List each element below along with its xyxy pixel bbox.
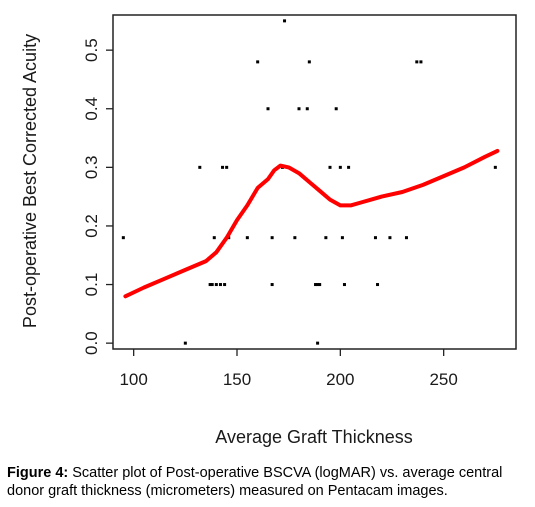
plot-frame <box>112 14 517 350</box>
data-point <box>307 60 311 64</box>
data-point <box>256 60 260 64</box>
y-tick-label: 0.4 <box>82 97 101 121</box>
data-point <box>221 165 225 169</box>
x-tick-label: 150 <box>223 370 251 389</box>
data-point <box>266 107 270 111</box>
data-point <box>245 236 249 240</box>
data-point <box>183 341 187 345</box>
smooth-curve <box>123 148 500 299</box>
data-point <box>388 236 392 240</box>
y-tick-label: 0.3 <box>82 156 101 180</box>
data-point <box>305 107 309 111</box>
data-point <box>318 283 322 287</box>
data-point <box>283 19 287 23</box>
caption-label: Figure 4: <box>7 465 69 481</box>
y-tick-label: 0.5 <box>82 38 101 62</box>
figure-caption: Figure 4: Scatter plot of Post-operative… <box>7 464 533 500</box>
x-tick-label: 100 <box>119 370 147 389</box>
y-axis: 0.0 0.1 0.2 0.3 0.4 0.5 <box>82 38 113 355</box>
data-point <box>324 236 328 240</box>
data-point <box>314 283 318 287</box>
data-point <box>270 283 274 287</box>
data-point <box>223 283 227 287</box>
data-point <box>225 165 229 169</box>
data-point <box>493 165 497 169</box>
data-point <box>415 60 419 64</box>
data-point <box>297 107 301 111</box>
data-point <box>404 236 408 240</box>
x-tick-label: 200 <box>326 370 354 389</box>
data-point <box>270 236 274 240</box>
data-point <box>316 283 320 287</box>
data-point <box>338 165 342 169</box>
data-point <box>334 107 338 111</box>
data-point <box>208 283 212 287</box>
data-point <box>419 60 423 64</box>
data-point <box>373 236 377 240</box>
data-point <box>347 165 351 169</box>
y-axis-label: Post-operative Best Corrected Acuity <box>20 34 40 328</box>
data-point <box>316 341 320 345</box>
caption-text: Scatter plot of Post-operative BSCVA (lo… <box>7 465 503 499</box>
data-point <box>293 236 297 240</box>
y-tick-label: 0.2 <box>82 214 101 238</box>
y-tick-label: 0.1 <box>82 273 101 297</box>
data-point <box>210 283 214 287</box>
data-point <box>342 283 346 287</box>
scatter-chart: 100 150 200 250 0.0 0.1 0.2 0.3 0.4 0.5 Average … <box>20 14 517 447</box>
x-tick-label: 250 <box>429 370 457 389</box>
data-point <box>218 283 222 287</box>
data-point <box>328 165 332 169</box>
x-axis-label: Average Graft Thickness <box>215 427 412 447</box>
data-point <box>214 283 218 287</box>
y-tick-label: 0.0 <box>82 331 101 355</box>
data-point <box>340 236 344 240</box>
data-point <box>376 283 380 287</box>
data-point <box>212 236 216 240</box>
data-point <box>121 236 125 240</box>
x-axis: 100 150 200 250 <box>119 349 458 389</box>
data-point <box>198 165 202 169</box>
